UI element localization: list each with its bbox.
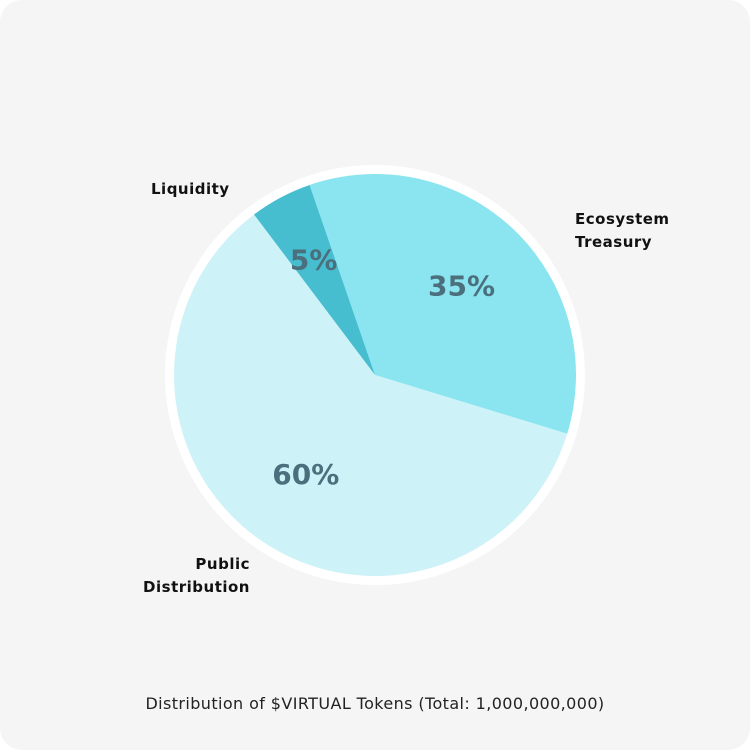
label-line: Treasury [575,233,653,251]
value-label: 60% [272,458,339,491]
category-label-ecosystem-treasury: Ecosystem Treasury [575,208,670,254]
category-label-public-distribution: Public Distribution [143,553,250,599]
label-line: Distribution [143,578,250,596]
pie-slice-ecosystem-treasury [309,173,576,434]
label-line: Liquidity [151,180,230,198]
label-line: Ecosystem [575,210,670,228]
pie-slice-public-distribution [174,214,568,577]
value-label: 5% [290,244,338,277]
category-label-liquidity: Liquidity [151,178,230,201]
value-label: 35% [428,269,495,302]
pie-slice-liquidity [254,184,375,375]
chart-caption: Distribution of $VIRTUAL Tokens (Total: … [145,694,605,713]
label-line: Public [195,555,250,573]
